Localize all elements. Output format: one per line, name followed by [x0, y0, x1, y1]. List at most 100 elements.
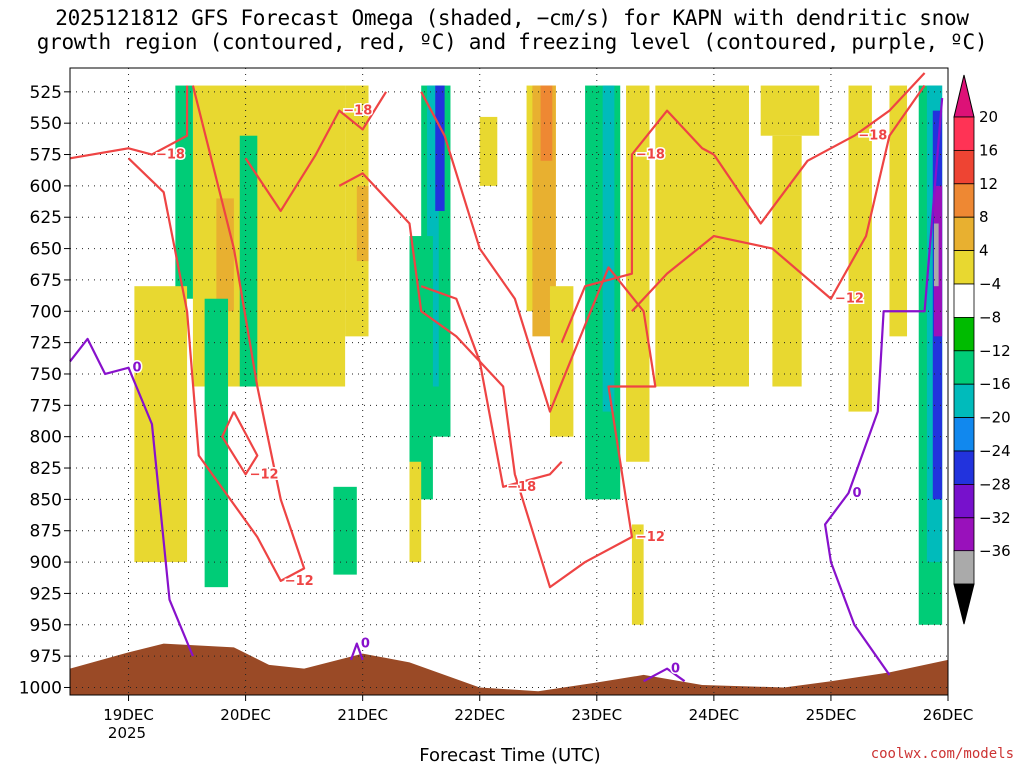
dgz-contour-label: −12 — [250, 467, 279, 482]
dgz-contour-line — [560, 109, 715, 344]
omega-shading — [134, 85, 943, 625]
dgz-contours: −18 −12 −12 −18 −12 −18 −18 −12 −18 — [69, 72, 926, 590]
freezing-contour-line — [349, 642, 364, 661]
year-label: 2025 — [108, 724, 146, 742]
y-tick-label: 875 — [30, 522, 62, 542]
chart-title-line1: 2025121812 GFS Forecast Omega (shaded, −… — [55, 6, 969, 30]
dgz-contour-line — [69, 85, 189, 160]
colorbar-label: −28 — [979, 475, 1011, 493]
omega-cell — [409, 461, 422, 563]
y-tick-label: 525 — [30, 83, 62, 103]
omega-cell — [655, 85, 749, 387]
omega-cell — [435, 85, 445, 211]
x-tick-label: 25DEC — [806, 706, 857, 724]
colorbar-swatch — [953, 483, 975, 519]
freezing-contour-line — [643, 667, 686, 683]
y-tick-label: 825 — [30, 459, 62, 479]
x-tick-label: 23DEC — [572, 706, 623, 724]
x-tick-label: 22DEC — [454, 706, 505, 724]
colorbar-bottom-arrow — [953, 583, 975, 625]
colorbar-swatch — [953, 350, 975, 385]
colorbar-swatch — [953, 149, 975, 185]
omega-cell — [239, 135, 258, 387]
colorbar-label: −16 — [979, 375, 1011, 393]
colorbar-swatch — [953, 116, 975, 151]
y-tick-label: 1000 — [19, 678, 62, 698]
y-tick-label: 800 — [30, 428, 62, 448]
colorbar-label: 16 — [979, 141, 998, 159]
freezing-contour-label: 0 — [133, 361, 142, 376]
terrain-fill — [70, 643, 948, 695]
x-tick-label: 26DEC — [923, 706, 974, 724]
colorbar-label: −12 — [979, 342, 1011, 360]
colorbar-swatch — [953, 383, 975, 419]
y-tick-label: 925 — [30, 584, 62, 604]
dgz-contour-label: −18 — [507, 480, 536, 495]
colorbar-swatch — [953, 550, 975, 585]
omega-cell — [333, 486, 357, 575]
colorbar-label: −24 — [979, 442, 1011, 460]
omega-cell — [409, 236, 433, 500]
omega-cell — [933, 223, 939, 287]
omega-cell — [760, 85, 820, 136]
x-tick-label: 19DEC — [103, 706, 154, 724]
dgz-contour-label: −18 — [343, 104, 372, 119]
x-tick-label: 24DEC — [689, 706, 740, 724]
dgz-contour-line — [420, 285, 563, 488]
omega-cell — [631, 524, 644, 625]
y-tick-label: 750 — [30, 365, 62, 385]
colorbar-swatch — [953, 283, 975, 318]
omega-cell — [479, 116, 498, 186]
y-tick-label: 550 — [30, 114, 62, 134]
y-tick-label: 625 — [30, 208, 62, 228]
x-axis-title: Forecast Time (UTC) — [419, 745, 601, 766]
freezing-contour-label: 0 — [671, 662, 680, 677]
colorbar-label: −32 — [979, 509, 1011, 527]
colorbar-swatch — [953, 517, 975, 552]
y-tick-label: 675 — [30, 271, 62, 291]
freezing-contour-label: 0 — [361, 637, 370, 652]
y-tick-label: 650 — [30, 240, 62, 260]
colorbar-label: −8 — [979, 308, 1001, 326]
terrain-layer — [70, 643, 948, 695]
y-tick-label: 950 — [30, 616, 62, 636]
x-axis: 2025 19DEC 20DEC 21DEC 22DEC 23DEC 24DEC 25DEC… — [103, 695, 973, 742]
dgz-contour-label: −12 — [285, 574, 314, 589]
dgz-contour-label: −12 — [636, 530, 665, 545]
x-tick-label: 21DEC — [337, 706, 388, 724]
dgz-contour-line — [221, 411, 259, 476]
freezing-level-contours: 0 0 0 0 — [69, 98, 944, 683]
dgz-contour-label: −18 — [156, 148, 185, 163]
colorbar-label: 12 — [979, 175, 998, 193]
dgz-contour-label: −18 — [858, 129, 887, 144]
colorbar: 20 16 12 8 4 −4 −8 −12 −16 −20 −24 −28 −32 −36 — [953, 74, 1011, 625]
colorbar-label: 4 — [979, 242, 989, 260]
dgz-contour-label: −18 — [636, 148, 665, 163]
freezing-contour-label: 0 — [852, 486, 861, 501]
chart-title: 2025121812 GFS Forecast Omega (shaded, −… — [0, 6, 1024, 54]
y-tick-label: 700 — [30, 302, 62, 322]
dgz-contour-line — [712, 72, 926, 225]
credit-link[interactable]: coolwx.com/models — [870, 746, 1014, 762]
dgz-contour-line — [127, 85, 306, 582]
y-tick-label: 575 — [30, 146, 62, 166]
x-tick-label: 20DEC — [220, 706, 271, 724]
chart-title-line2: growth region (contoured, red, ºC) and f… — [36, 30, 988, 54]
colorbar-top-arrow — [953, 74, 975, 118]
omega-cell — [204, 298, 229, 588]
colorbar-label: −20 — [979, 409, 1011, 427]
dgz-contour-line — [631, 84, 926, 313]
y-tick-label: 775 — [30, 396, 62, 416]
plot-frame — [69, 67, 949, 696]
colorbar-swatch — [953, 183, 975, 218]
y-tick-label: 850 — [30, 490, 62, 510]
colorbar-swatch — [953, 216, 975, 251]
dgz-contour-label: −12 — [835, 292, 864, 307]
y-tick-label: 975 — [30, 647, 62, 667]
colorbar-label: −36 — [979, 542, 1011, 560]
y-tick-label: 900 — [30, 553, 62, 573]
colorbar-swatch — [953, 316, 975, 352]
colorbar-label: −4 — [979, 275, 1001, 293]
y-tick-label: 725 — [30, 334, 62, 354]
